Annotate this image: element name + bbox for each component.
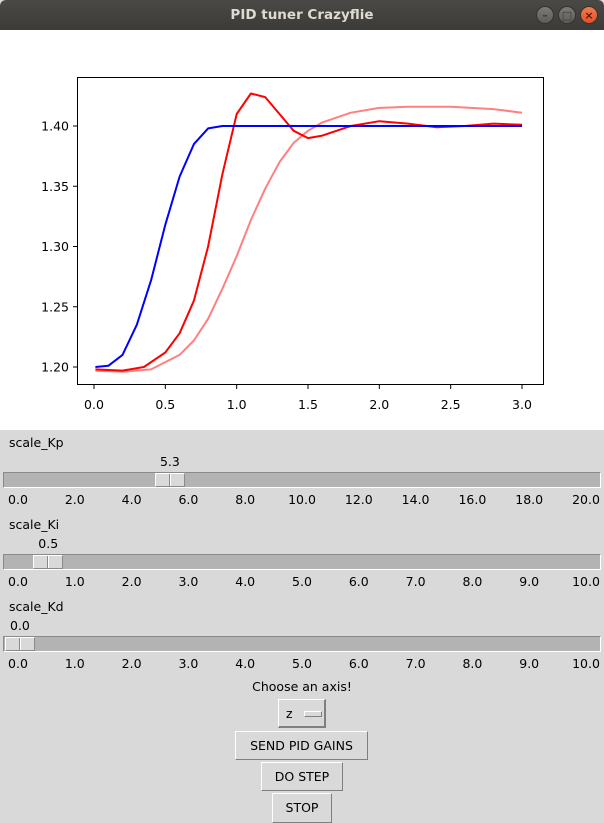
slider-tick-label: 14.0 — [401, 492, 430, 507]
slider-tick-label: 1.0 — [64, 574, 85, 589]
y-tick-label: 1.30 — [41, 239, 69, 254]
slider-tick-label: 9.0 — [519, 574, 540, 589]
slider-tick-label: 8.0 — [462, 574, 483, 589]
slider-kp-trough[interactable] — [3, 472, 601, 488]
slider-kd-trough[interactable] — [3, 636, 601, 652]
slider-tick-label: 3.0 — [178, 574, 199, 589]
slider-tick-label: 10.0 — [288, 492, 316, 507]
x-tick-label: 0.0 — [84, 397, 104, 412]
axis-select[interactable]: z — [278, 699, 326, 728]
slider-tick-label: 0.0 — [8, 492, 28, 507]
slider-tick-label: 2.0 — [121, 574, 142, 589]
x-tick-label: 2.0 — [369, 397, 389, 412]
slider-kd-label: scale_Kd — [9, 599, 64, 614]
x-tick-label: 1.5 — [298, 397, 318, 412]
slider-ki-value: 0.5 — [38, 536, 59, 551]
slider-tick-label: 9.0 — [519, 656, 540, 671]
slider-tick-label: 6.0 — [348, 656, 369, 671]
slider-kp-ticks: 0.0 2.0 4.0 6.0 8.0 10.0 12.0 14.0 16.0 18.0 20.0 — [0, 492, 604, 508]
axis-prompt-label: Choose an axis! — [252, 679, 352, 694]
slider-kd-value: 0.0 — [10, 618, 30, 633]
slider-kp-value: 5.3 — [159, 454, 180, 469]
slider-ki-trough[interactable] — [3, 554, 601, 570]
stop-button[interactable]: STOP — [272, 793, 332, 823]
x-tick-label: 2.5 — [441, 397, 461, 412]
slider-tick-label: 1.0 — [64, 656, 85, 671]
y-tick-label: 1.35 — [41, 179, 69, 194]
slider-tick-label: 8.0 — [462, 656, 483, 671]
slider-tick-label: 20.0 — [572, 492, 600, 507]
step-response-chart: 0.0 0.5 1.0 1.5 2.0 2.5 3.0 1.20 1.25 1.30 1.35 1.4… — [41, 77, 544, 412]
series-setpoint — [95, 125, 522, 368]
slider-tick-label: 4.0 — [121, 492, 142, 507]
plot-canvas: 0.0 0.5 1.0 1.5 2.0 2.5 3.0 1.20 1.25 1.30 1.35 1.4… — [0, 30, 604, 430]
slider-tick-label: 6.0 — [348, 574, 369, 589]
slider-tick-label: 7.0 — [405, 574, 426, 589]
slider-tick-label: 0.0 — [8, 574, 28, 589]
slider-tick-label: 10.0 — [572, 574, 600, 589]
x-tick-label: 1.0 — [227, 397, 247, 412]
slider-ki-handle[interactable] — [33, 555, 64, 569]
y-tick-label: 1.25 — [41, 299, 69, 314]
slider-tick-label: 4.0 — [235, 656, 256, 671]
slider-tick-label: 12.0 — [344, 492, 373, 507]
slider-tick-label: 8.0 — [235, 492, 256, 507]
y-tick-label: 1.40 — [41, 119, 69, 134]
x-tick-label: 0.5 — [155, 397, 175, 412]
slider-tick-label: 3.0 — [178, 656, 199, 671]
slider-tick-label: 18.0 — [515, 492, 544, 507]
maximize-icon[interactable]: □ — [558, 6, 576, 24]
slider-tick-label: 2.0 — [121, 656, 142, 671]
slider-kd-handle[interactable] — [5, 637, 35, 651]
slider-ki-ticks: 0.0 1.0 2.0 3.0 4.0 5.0 6.0 7.0 8.0 9.0 10.0 — [0, 574, 604, 590]
window-titlebar[interactable]: PID tuner Crazyflie – □ × — [0, 0, 604, 30]
y-tick-label: 1.20 — [41, 360, 69, 375]
do-step-button[interactable]: DO STEP — [261, 762, 343, 791]
series-response_prev — [95, 105, 523, 373]
slider-kp-label: scale_Kp — [9, 435, 64, 450]
send-pid-gains-button[interactable]: SEND PID GAINS — [235, 731, 368, 760]
slider-tick-label: 5.0 — [292, 574, 312, 589]
dropdown-indicator-icon — [304, 711, 322, 717]
slider-tick-label: 16.0 — [458, 492, 487, 507]
slider-tick-label: 2.0 — [64, 492, 85, 507]
minimize-icon[interactable]: – — [536, 6, 554, 24]
slider-ki-label: scale_Ki — [9, 517, 60, 532]
slider-tick-label: 4.0 — [235, 574, 256, 589]
slider-tick-label: 0.0 — [8, 656, 28, 671]
slider-tick-label: 5.0 — [292, 656, 312, 671]
plot-frame — [77, 77, 544, 385]
series-response — [95, 92, 523, 372]
axis-select-value: z — [286, 706, 293, 721]
close-icon[interactable]: × — [580, 6, 598, 24]
x-tick-label: 3.0 — [512, 397, 532, 412]
slider-kp-handle[interactable] — [154, 473, 185, 487]
slider-kd-ticks: 0.0 1.0 2.0 3.0 4.0 5.0 6.0 7.0 8.0 9.0 10.0 — [0, 656, 604, 672]
slider-tick-label: 10.0 — [572, 656, 600, 671]
slider-tick-label: 7.0 — [405, 656, 426, 671]
slider-tick-label: 6.0 — [178, 492, 199, 507]
window-title: PID tuner Crazyflie — [230, 7, 374, 23]
